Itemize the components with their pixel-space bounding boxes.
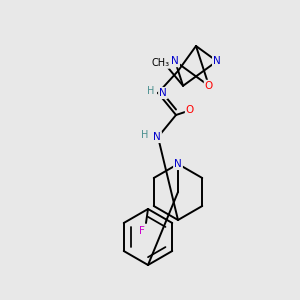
Text: N: N bbox=[171, 56, 179, 66]
Text: F: F bbox=[139, 226, 145, 236]
Text: N: N bbox=[159, 88, 167, 98]
Text: O: O bbox=[186, 105, 194, 115]
Text: CH₃: CH₃ bbox=[151, 58, 169, 68]
Text: N: N bbox=[213, 56, 221, 66]
Text: N: N bbox=[153, 132, 161, 142]
Text: O: O bbox=[205, 81, 213, 91]
Text: H: H bbox=[141, 130, 149, 140]
Text: H: H bbox=[147, 86, 155, 96]
Text: N: N bbox=[174, 159, 182, 169]
